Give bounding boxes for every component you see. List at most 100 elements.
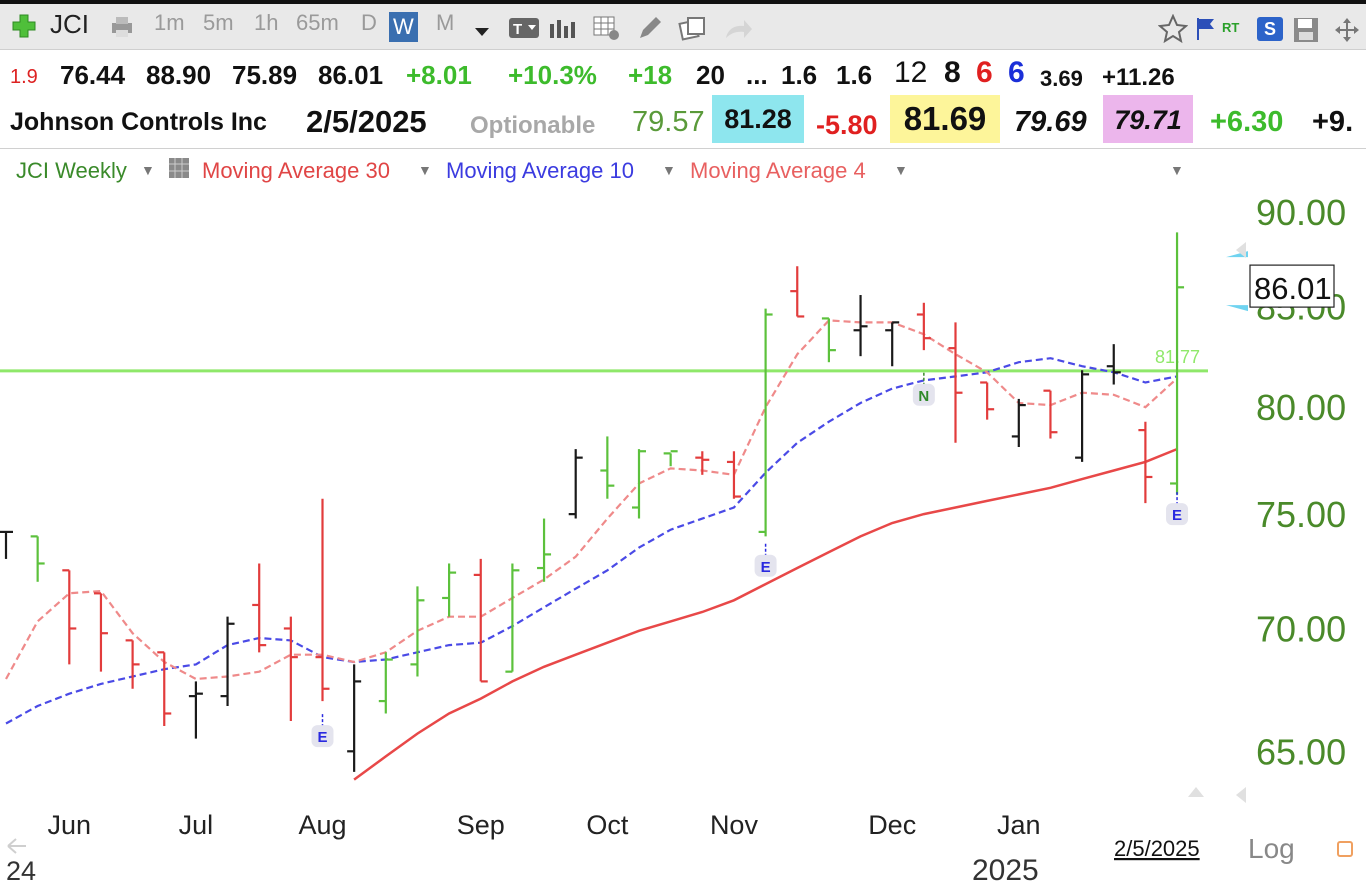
flag-icon[interactable] — [1195, 16, 1219, 47]
y-tick-label: 70.00 — [1256, 608, 1346, 649]
chevron-down-icon[interactable]: ▼ — [141, 162, 155, 178]
ohlc-bar — [410, 586, 425, 677]
x-month-label: Jul — [179, 810, 214, 840]
quote-value-7: 8 — [944, 56, 961, 89]
study-ma10[interactable]: Moving Average 10 — [446, 158, 634, 183]
grid-icon[interactable] — [168, 157, 190, 185]
info-value-3: -5.80 — [816, 110, 878, 140]
reference-line-label: 81.77 — [1155, 347, 1200, 367]
scroll-down-icon — [1236, 787, 1246, 803]
save-icon[interactable] — [1292, 16, 1320, 49]
interval-1m[interactable]: 1m — [154, 10, 185, 35]
ohlc-bar — [1075, 370, 1090, 462]
realtime-label[interactable]: RT — [1222, 20, 1240, 35]
s-button[interactable]: S — [1257, 17, 1283, 41]
info-value-2: 81.28 — [712, 95, 804, 143]
copy-icon[interactable] — [678, 14, 708, 47]
x-month-label: Jan — [997, 810, 1041, 840]
optionable-label: Optionable — [470, 112, 596, 139]
scroll-left-icon — [1188, 787, 1204, 797]
move-icon[interactable] — [1333, 16, 1361, 49]
x-month-label: Jun — [48, 810, 92, 840]
ohlc-bar — [1106, 344, 1121, 385]
quote-value-11: +11.26 — [1102, 64, 1175, 91]
ohlc-bar — [726, 451, 741, 499]
chevron-down-icon[interactable]: ▼ — [1170, 162, 1184, 178]
ohlc-bar — [125, 639, 140, 689]
y-tick-label: 80.00 — [1256, 387, 1346, 428]
quote-value-3: ... — [746, 60, 768, 90]
ohlc-bar — [30, 535, 45, 582]
event-marker-label: E — [1172, 507, 1182, 524]
svg-text:T: T — [513, 21, 522, 38]
pencil-icon[interactable] — [636, 14, 664, 47]
chevron-down-icon[interactable]: ▼ — [662, 162, 676, 178]
ma10-line — [5, 357, 1178, 725]
quote-value-5: 1.6 — [836, 60, 873, 90]
printer-icon[interactable] — [108, 14, 136, 45]
year-right-label: 2025 — [972, 854, 1039, 887]
last-price-box — [1249, 264, 1335, 308]
chevron-down-icon[interactable]: ▼ — [418, 162, 432, 178]
ma30-line — [353, 447, 1178, 781]
info-value-1: 79.57 — [632, 106, 705, 138]
scroll-up-icon — [1236, 242, 1246, 258]
toolbar: JCI 1m 5m 1h 65m D W M T RT S — [0, 0, 1366, 50]
ohlc-bar — [600, 436, 615, 499]
interval-5m[interactable]: 5m — [203, 10, 234, 35]
log-scale-label: Log — [1248, 833, 1295, 864]
last-price-marker — [1226, 305, 1248, 312]
study-bar: JCI Weekly ▼ Moving Average 30 ▼ Moving … — [0, 148, 1366, 191]
scroll-back-icon — [7, 838, 26, 854]
add-symbol-icon[interactable] — [10, 12, 38, 45]
info-row: Johnson Controls Inc 2/5/2025 Optionable… — [0, 95, 1366, 146]
interval-w[interactable]: W — [389, 12, 418, 42]
ohlc-bar — [695, 451, 710, 475]
ma4-line — [5, 319, 1178, 681]
quote-high: 88.90 — [146, 60, 212, 90]
ohlc-bar — [1170, 232, 1185, 495]
quote-change-pct: +10.3% — [508, 60, 597, 90]
table-settings-icon[interactable] — [592, 14, 622, 47]
ohlc-bar — [916, 302, 931, 351]
quote-open: 76.44 — [60, 60, 126, 90]
quote-date: 2/5/2025 — [306, 104, 427, 139]
y-tick-label: 75.00 — [1256, 494, 1346, 535]
study-ma4[interactable]: Moving Average 4 — [690, 158, 866, 183]
study-ma30[interactable]: Moving Average 30 — [202, 158, 390, 183]
study-main[interactable]: JCI Weekly — [16, 158, 127, 183]
info-value-4: 81.69 — [890, 95, 1000, 143]
info-value-7: +6.30 — [1210, 106, 1284, 138]
quote-value-1: +18 — [628, 60, 673, 90]
event-marker-label: N — [918, 388, 929, 405]
ohlc-bar — [758, 308, 773, 537]
ohlc-bar — [790, 266, 805, 318]
star-icon[interactable] — [1157, 13, 1189, 49]
symbol-label[interactable]: JCI — [50, 9, 89, 39]
chevron-down-icon[interactable] — [474, 24, 490, 42]
ohlc-bar — [378, 652, 393, 714]
chevron-down-icon[interactable]: ▼ — [894, 162, 908, 178]
ohlc-bar — [632, 449, 646, 519]
ohlc-bar — [948, 322, 963, 443]
y-tick-label: 90.00 — [1256, 192, 1346, 233]
ohlc-bar — [473, 558, 488, 683]
event-marker-badge — [912, 383, 935, 406]
x-month-label: Sep — [457, 810, 505, 840]
interval-1h[interactable]: 1h — [254, 10, 279, 35]
x-month-label: Oct — [586, 810, 629, 840]
interval-m[interactable]: M — [436, 10, 455, 35]
quote-value-6: 12 — [894, 56, 928, 89]
quote-close: 86.01 — [318, 60, 384, 90]
ohlc-bar — [505, 563, 520, 673]
text-tool-icon[interactable]: T — [508, 16, 540, 45]
bar-chart-icon[interactable] — [548, 16, 576, 45]
interval-65m[interactable]: 65m — [296, 10, 339, 35]
ohlc-bar — [537, 518, 552, 582]
cursor-date-label: 2/5/2025 — [1114, 836, 1200, 861]
ohlc-bar — [821, 317, 836, 363]
redo-icon[interactable] — [722, 14, 754, 47]
interval-d[interactable]: D — [361, 10, 377, 35]
quote-value-10: 3.69 — [1040, 66, 1083, 91]
ohlc-bar — [315, 498, 330, 702]
